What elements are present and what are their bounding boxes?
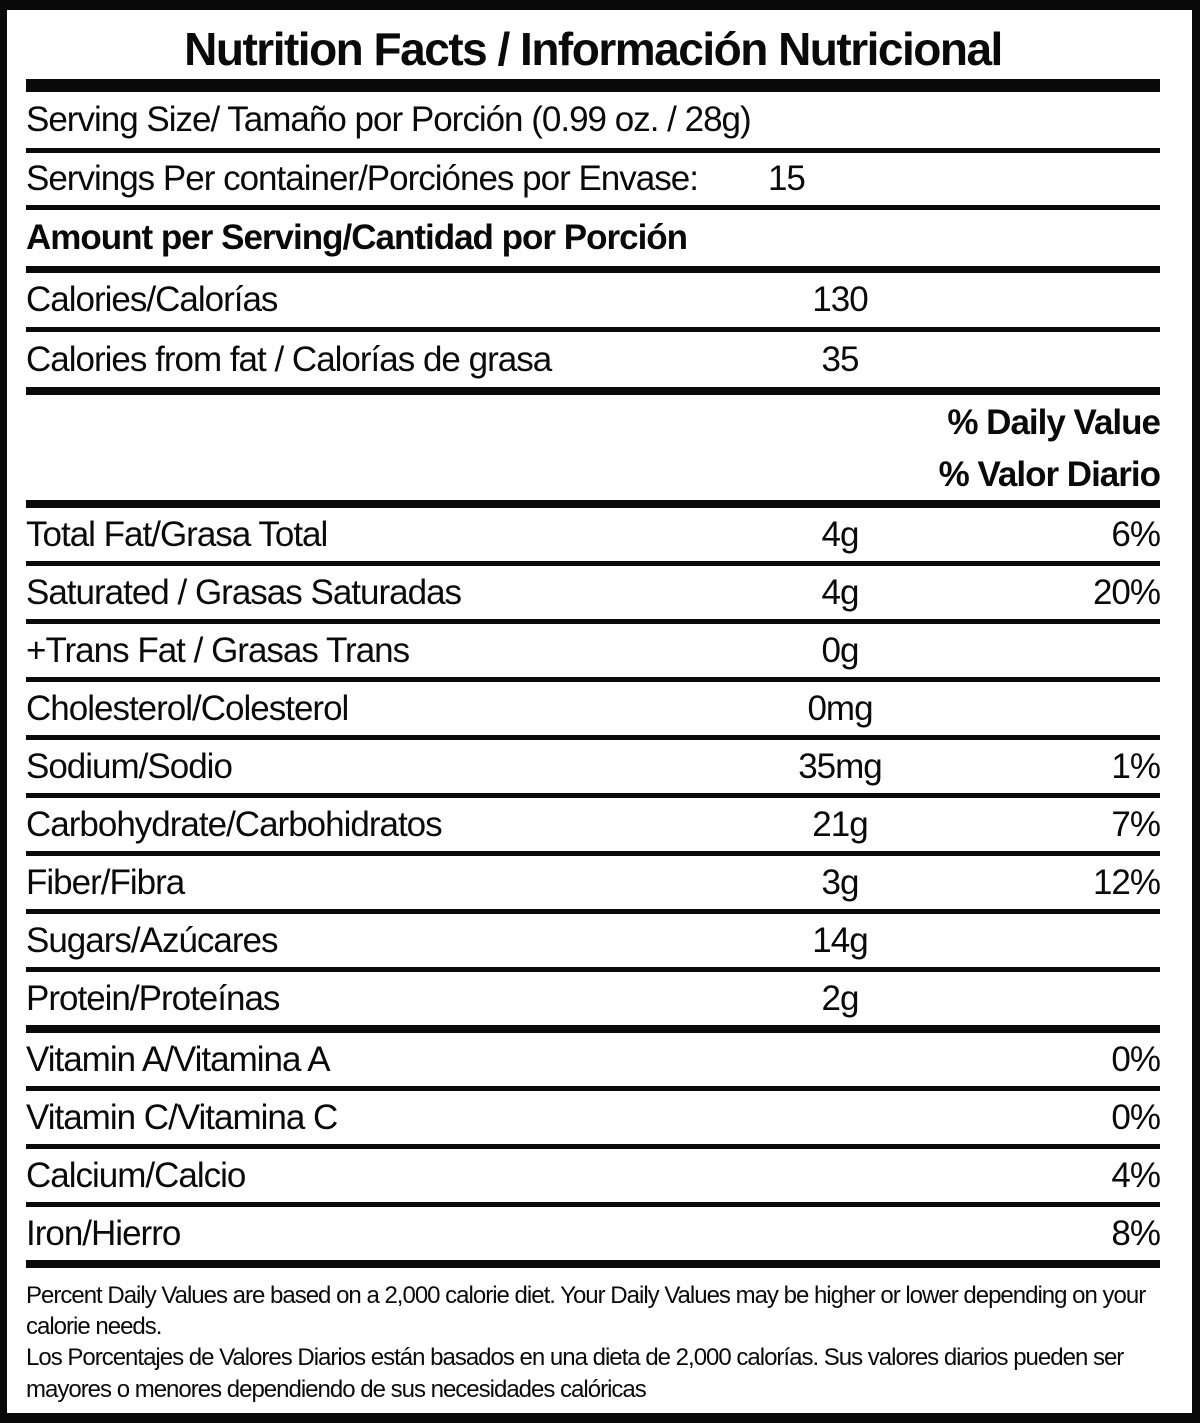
nutrient-amount: 4g bbox=[821, 572, 860, 612]
label-title: Nutrition Facts / Información Nutriciona… bbox=[184, 22, 1003, 75]
calories-from-fat-row: Calories from fat / Calorías de grasa 35 bbox=[26, 332, 1160, 395]
nutrient-dv: 20% bbox=[1092, 572, 1161, 612]
nutrient-amount: 35mg bbox=[798, 746, 883, 786]
nutrient-row-cholesterol: Cholesterol/Colesterol 0mg bbox=[26, 682, 1160, 740]
nutrient-row-vitamin-a: Vitamin A/Vitamina A 0% bbox=[26, 1033, 1161, 1091]
nutrient-row-trans-fat: +Trans Fat / Grasas Trans 0g bbox=[26, 624, 1160, 682]
nutrient-dv: 0% bbox=[1111, 1039, 1161, 1079]
nutrient-row-total-fat: Total Fat/Grasa Total 4g 6% bbox=[26, 508, 1161, 566]
serving-size-label: Serving Size/ Tamaño por Porción (0.99 o… bbox=[26, 100, 752, 139]
footnote-english: Percent Daily Values are based on a 2,00… bbox=[26, 1282, 1146, 1341]
nutrient-dv: 4% bbox=[1111, 1155, 1161, 1195]
nutrient-amount: 3g bbox=[821, 862, 860, 902]
amount-per-serving-heading: Amount per Serving/Cantidad por Porción bbox=[26, 218, 688, 257]
amount-per-serving-heading-row: Amount per Serving/Cantidad por Porción bbox=[26, 210, 1160, 273]
nutrient-label: Saturated / Grasas Saturadas bbox=[26, 572, 462, 612]
servings-per-container-row: Servings Per container/Porciónes por Env… bbox=[26, 153, 1160, 210]
nutrient-dv: 0% bbox=[1111, 1097, 1161, 1137]
calories-row: Calories/Calorías 130 bbox=[26, 273, 1160, 332]
nutrient-label: Calcium/Calcio bbox=[26, 1155, 246, 1195]
daily-value-heading-es: % Valor Diario bbox=[938, 455, 1161, 494]
nutrient-label: Vitamin A/Vitamina A bbox=[26, 1039, 331, 1079]
nutrient-row-sodium: Sodium/Sodio 35mg 1% bbox=[26, 740, 1161, 798]
nutrient-label: Sugars/Azúcares bbox=[26, 920, 279, 960]
nutrient-amount: 2g bbox=[821, 978, 860, 1018]
nutrient-dv: 7% bbox=[1111, 804, 1161, 844]
nutrient-dv: 8% bbox=[1111, 1213, 1161, 1253]
nutrient-dv: 6% bbox=[1111, 514, 1161, 554]
servings-per-container-label: Servings Per container/Porciónes por Env… bbox=[26, 159, 699, 198]
nutrient-label: Total Fat/Grasa Total bbox=[26, 514, 328, 554]
nutrient-label: Sodium/Sodio bbox=[26, 746, 233, 786]
nutrient-amount: 4g bbox=[821, 514, 860, 554]
calories-value: 130 bbox=[812, 280, 868, 319]
nutrient-row-fiber: Fiber/Fibra 3g 12% bbox=[26, 856, 1161, 914]
nutrient-dv: 1% bbox=[1111, 746, 1161, 786]
nutrient-amount: 14g bbox=[812, 920, 868, 960]
serving-size-row: Serving Size/ Tamaño por Porción (0.99 o… bbox=[26, 92, 1160, 153]
nutrient-row-calcium: Calcium/Calcio 4% bbox=[26, 1149, 1161, 1207]
nutrient-label: Protein/Proteínas bbox=[26, 978, 280, 1018]
nutrient-label: Fiber/Fibra bbox=[26, 862, 185, 902]
label-title-row: Nutrition Facts / Información Nutriciona… bbox=[26, 18, 1160, 92]
calories-from-fat-value: 35 bbox=[821, 339, 860, 379]
daily-value-heading-en-row: % Daily Value bbox=[26, 395, 1161, 450]
nutrient-label: Vitamin C/Vitamina C bbox=[26, 1097, 338, 1137]
daily-value-heading-en: % Daily Value bbox=[947, 402, 1161, 442]
nutrient-dv: 12% bbox=[1092, 862, 1161, 902]
nutrient-row-vitamin-c: Vitamin C/Vitamina C 0% bbox=[26, 1091, 1161, 1149]
nutrient-label: +Trans Fat / Grasas Trans bbox=[26, 630, 410, 670]
nutrient-row-sugars: Sugars/Azúcares 14g bbox=[26, 914, 1160, 972]
nutrient-amount: 21g bbox=[812, 804, 868, 844]
daily-value-heading-es-row: % Valor Diario bbox=[26, 450, 1161, 508]
nutrient-row-saturated-fat: Saturated / Grasas Saturadas 4g 20% bbox=[26, 566, 1161, 624]
nutrient-amount: 0g bbox=[821, 630, 860, 670]
nutrient-amount: 0mg bbox=[807, 688, 873, 728]
nutrient-row-protein: Protein/Proteínas 2g bbox=[26, 972, 1160, 1033]
calories-from-fat-label: Calories from fat / Calorías de grasa bbox=[26, 339, 552, 379]
footnote-spanish: Los Porcentajes de Valores Diarios están… bbox=[26, 1344, 1124, 1403]
servings-per-container-value: 15 bbox=[767, 159, 806, 198]
nutrient-row-carbohydrate: Carbohydrate/Carbohidratos 21g 7% bbox=[26, 798, 1161, 856]
footnote: Percent Daily Values are based on a 2,00… bbox=[26, 1268, 1160, 1413]
nutrient-label: Carbohydrate/Carbohidratos bbox=[26, 804, 443, 844]
nutrient-row-iron: Iron/Hierro 8% bbox=[26, 1207, 1161, 1268]
nutrient-label: Iron/Hierro bbox=[26, 1213, 181, 1253]
calories-label: Calories/Calorías bbox=[26, 280, 278, 319]
nutrient-label: Cholesterol/Colesterol bbox=[26, 688, 349, 728]
